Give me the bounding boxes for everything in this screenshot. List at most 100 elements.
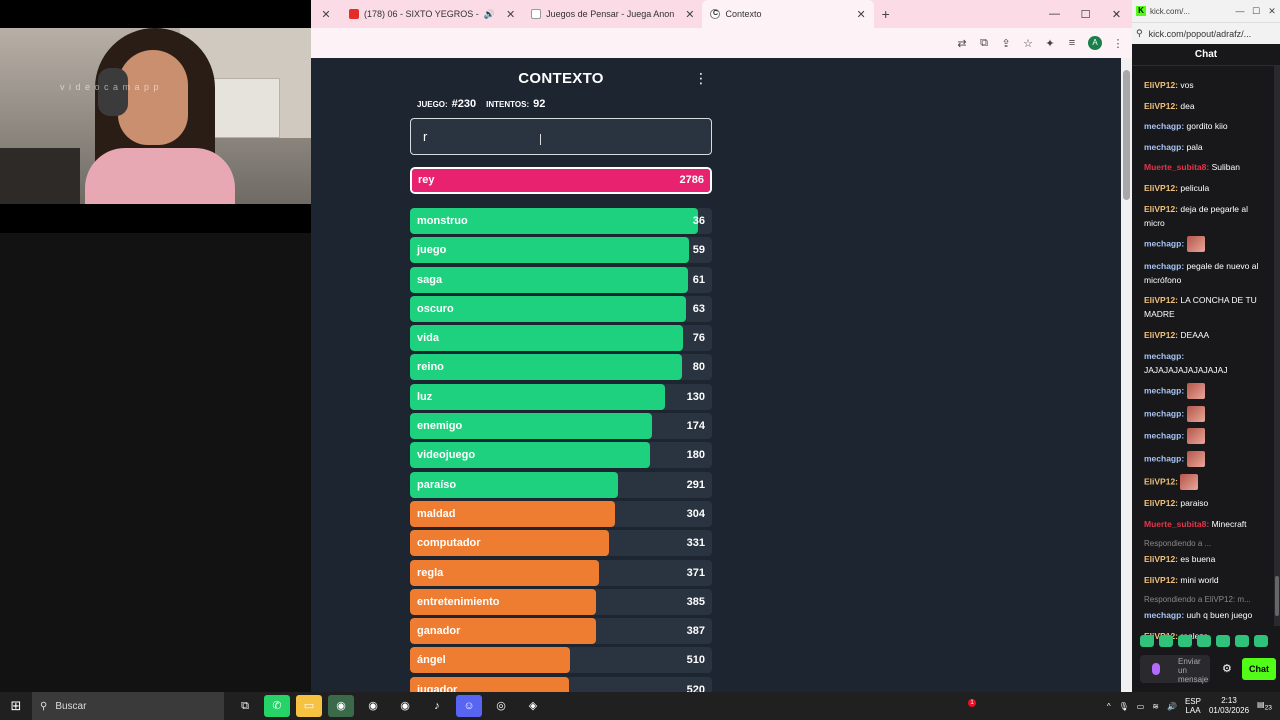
tab-contexto[interactable]: C Contexto ✕ (702, 0, 874, 28)
chat-text: vos (1180, 80, 1194, 90)
chat-username[interactable]: mechagp: (1144, 407, 1185, 418)
chat-text: gordito kiio (1186, 121, 1228, 132)
guess-rank: 174 (686, 420, 705, 433)
windows-start-icon[interactable]: ⊞ (10, 698, 22, 713)
chat-username[interactable]: EliVP12: (1144, 100, 1179, 111)
emote-icon[interactable] (1140, 635, 1154, 647)
wifi-icon[interactable]: ≋ (1152, 701, 1159, 711)
text-cursor-icon (540, 134, 542, 145)
chat-username[interactable]: mechagp: (1144, 141, 1185, 152)
close-tab-icon[interactable]: ✕ (685, 8, 695, 21)
new-tab-button[interactable]: + (881, 6, 890, 22)
emote-icon[interactable] (1197, 635, 1211, 647)
close-tab-icon[interactable]: ✕ (856, 8, 866, 21)
chat-scrollbar[interactable] (1274, 66, 1280, 626)
chrome-icon[interactable]: ◉ (368, 700, 378, 712)
profile-avatar[interactable]: A (1088, 36, 1102, 50)
chat-username[interactable]: Muerte_subita8: (1144, 518, 1210, 529)
bookmark-star-icon[interactable]: ☆ (1023, 37, 1033, 50)
install-icon[interactable]: ⧉ (980, 36, 988, 49)
chat-username[interactable]: mechagp: (1144, 260, 1185, 271)
guess-rank: 76 (692, 332, 705, 345)
emote-icon[interactable] (1216, 635, 1230, 647)
extensions-icon[interactable]: ✦ (1045, 37, 1055, 50)
maximize-icon[interactable]: ☐ (1080, 8, 1091, 21)
emote-icon[interactable] (1178, 635, 1192, 647)
microphone-icon[interactable] (1152, 663, 1160, 675)
task-view-icon[interactable]: ⧉ (241, 700, 249, 712)
speaker-icon[interactable]: 🔊 (483, 8, 495, 19)
chevron-up-icon[interactable]: ^ (1106, 701, 1111, 711)
share-icon[interactable]: ⇪ (1001, 37, 1011, 50)
clock[interactable]: 2:13 01/03/2026 (1209, 696, 1249, 716)
chat-username[interactable]: EliVP12: (1144, 295, 1179, 306)
chat-url-bar[interactable]: ⚲ kick.com/popout/adrafz/... (1132, 22, 1280, 44)
chat-username[interactable]: EliVP12: (1144, 329, 1179, 340)
chat-send-button[interactable]: Chat (1242, 658, 1276, 680)
chat-username[interactable]: mechagp: (1144, 430, 1185, 441)
minimize-icon[interactable]: — (1049, 7, 1060, 20)
tab-youtube[interactable]: (178) 06 - SIXTO YEGROS - 🔊 ✕ (341, 0, 523, 28)
chat-text: deja de pegarle al micro (1144, 203, 1248, 228)
minimize-icon[interactable]: — (1235, 5, 1245, 16)
translate-icon[interactable]: ⇄ (957, 37, 967, 50)
maximize-icon[interactable]: ☐ (1251, 5, 1261, 16)
obs-icon[interactable]: ◎ (496, 700, 506, 712)
emote-icon[interactable] (1235, 635, 1249, 647)
guess-word: juego (417, 244, 447, 257)
notification-icon[interactable]: ▤23 (1257, 700, 1272, 712)
media-icon[interactable]: ≡ (1068, 37, 1076, 49)
windows-taskbar: ⊞ ⚲ Buscar ⧉ ✆ ▭ ◉ ◉ ◉ ♪ ☺ ◎ ◈ ^ 🎙 ▭ ≋ 🔊… (0, 692, 1280, 720)
whatsapp-icon[interactable]: ✆ (264, 695, 290, 717)
chat-username[interactable]: EliVP12: (1144, 203, 1179, 214)
close-icon[interactable]: ✕ (321, 8, 331, 21)
file-explorer-icon[interactable]: ▭ (296, 695, 322, 717)
guess-row: maldad 304 (410, 500, 712, 527)
chat-username[interactable]: mechagp: (1144, 385, 1185, 396)
discord-icon[interactable]: ☺ (456, 695, 482, 717)
chat-message: Respondiendo a EliVP12: m... mechagp: uuh… (1144, 593, 1270, 622)
close-window-icon[interactable]: ✕ (1268, 5, 1276, 16)
chat-message: EliVP12: mini world (1144, 573, 1270, 587)
volume-icon[interactable]: 🔊 (1167, 701, 1177, 711)
chat-username[interactable]: EliVP12: (1144, 554, 1179, 565)
guess-row: jugador 520 (410, 676, 712, 692)
more-options-icon[interactable]: ⋮ (694, 70, 708, 86)
tab-juegos-de-pensar[interactable]: Juegos de Pensar - Juega Anon ✕ (523, 0, 702, 28)
emote-icon[interactable] (1254, 635, 1268, 647)
tiktok-icon[interactable]: ♪ (434, 700, 440, 712)
site-info-icon[interactable]: ⚲ (1136, 28, 1143, 38)
chat-username[interactable]: mechagp: (1144, 238, 1185, 249)
chat-username[interactable]: EliVP12: (1144, 80, 1179, 90)
close-window-icon[interactable]: ✕ (1111, 8, 1122, 21)
chrome-icon[interactable]: ◉ (328, 695, 354, 717)
chrome-icon[interactable]: ◉ (400, 700, 410, 712)
battery-icon[interactable]: ▭ (1136, 701, 1145, 711)
language-indicator[interactable]: ESP LAA (1185, 697, 1201, 715)
guess-rank: 387 (686, 625, 705, 638)
chat-username[interactable]: mechagp: (1144, 350, 1185, 361)
chat-username[interactable]: EliVP12: (1144, 475, 1179, 486)
taskbar-search[interactable]: ⚲ Buscar (32, 692, 224, 720)
chat-message-input[interactable]: Enviar un mensaje (1140, 655, 1210, 684)
chat-text: realeza (1180, 631, 1209, 642)
emote-icon (1186, 450, 1205, 467)
chat-username[interactable]: mechagp: (1144, 610, 1185, 621)
close-tab-icon[interactable]: ✕ (505, 8, 516, 21)
emote-icon[interactable] (1159, 635, 1173, 647)
guess-input[interactable] (410, 118, 712, 155)
chat-username[interactable]: EliVP12: (1144, 498, 1179, 509)
reply-indicator: Respondiendo a ... (1144, 539, 1212, 549)
chat-username[interactable]: Muerte_subita8: (1144, 162, 1210, 173)
chat-username[interactable]: mechagp: (1144, 453, 1185, 464)
browser-menu-icon[interactable]: ⋮ (1112, 37, 1124, 50)
microphone-tray-icon[interactable]: 🎙 (1118, 701, 1129, 711)
chat-username[interactable]: mechagp: (1144, 121, 1185, 132)
chat-username[interactable]: EliVP12: (1144, 182, 1179, 193)
gear-icon[interactable]: ⚙ (1222, 663, 1232, 675)
page-scrollbar[interactable] (1121, 58, 1132, 692)
guess-row: oscuro 63 (410, 295, 712, 322)
app-icon[interactable]: ◈ (528, 700, 538, 712)
clock-date: 01/03/2026 (1208, 706, 1250, 715)
chat-username[interactable]: EliVP12: (1144, 574, 1179, 585)
